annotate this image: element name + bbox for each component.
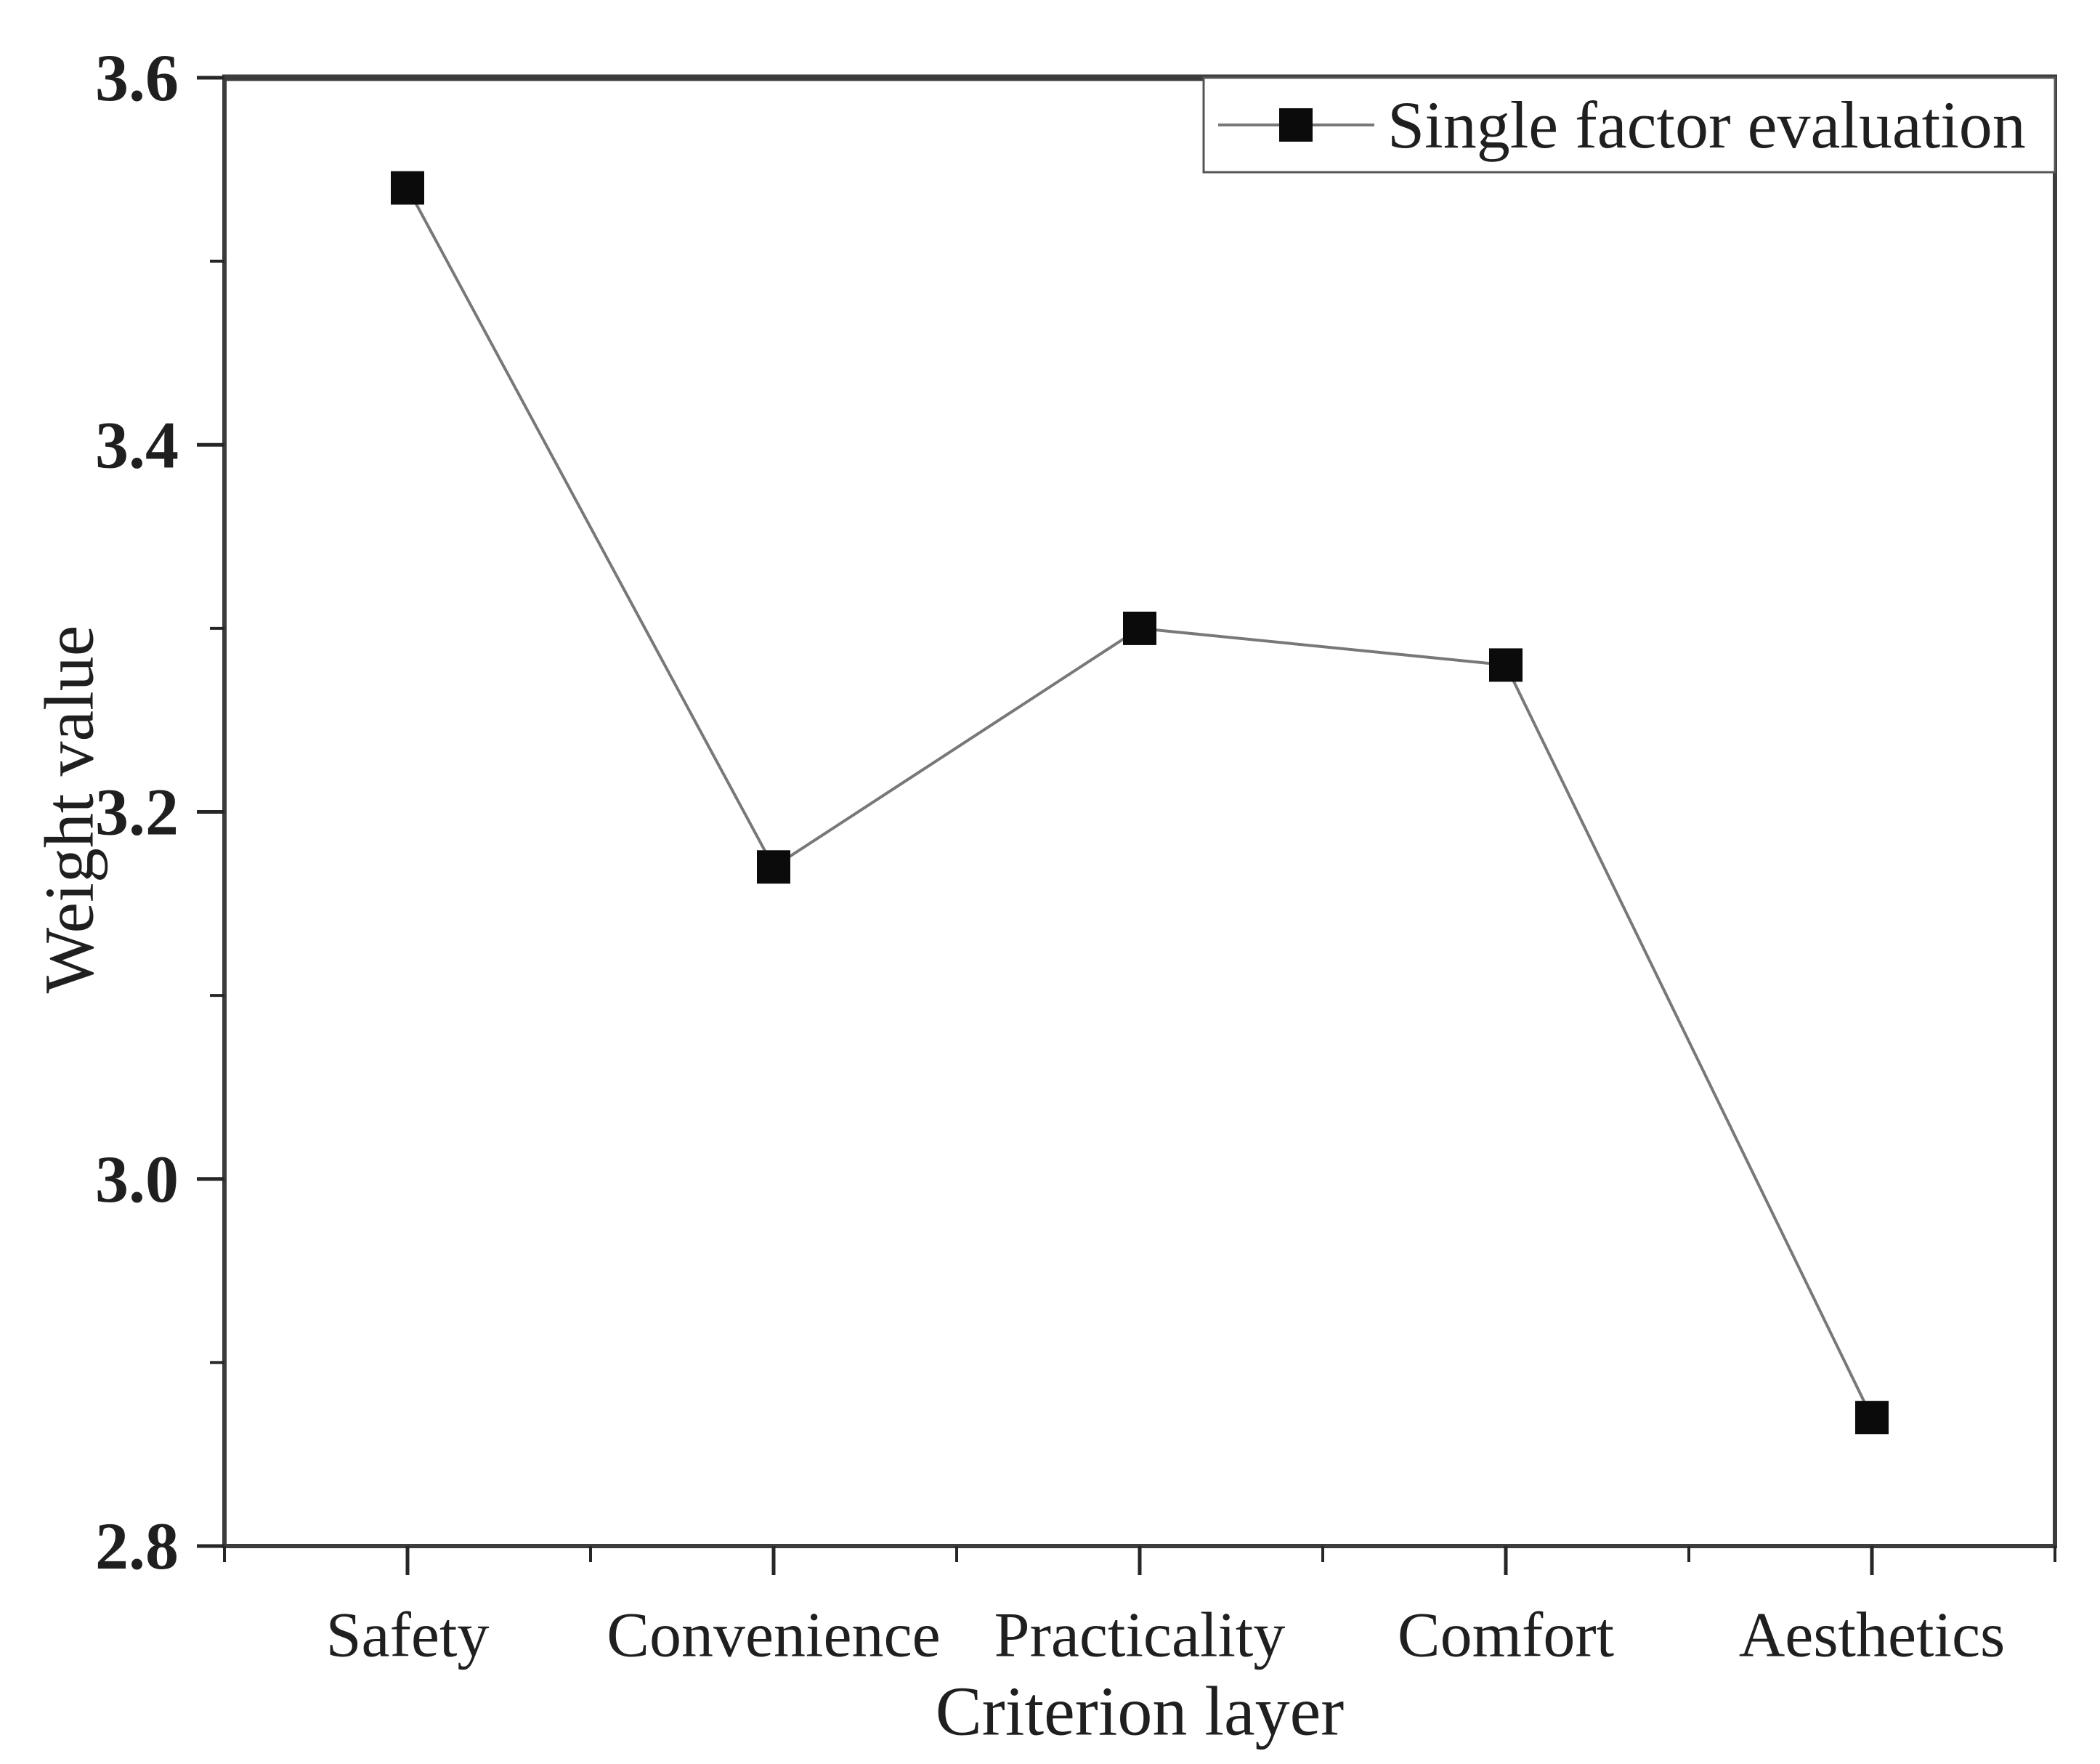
y-tick-labels: 2.8 3.0 3.2 3.4 3.6: [95, 41, 179, 1583]
legend-square-marker-icon: [1279, 108, 1313, 142]
plot-frame: [222, 74, 2057, 1548]
data-series: [391, 171, 1889, 1435]
data-point-safety: [391, 171, 424, 205]
data-point-aesthetics: [1855, 1401, 1889, 1435]
legend: Single factor evaluation: [1202, 76, 2056, 174]
x-category-label: Convenience: [607, 1601, 940, 1671]
x-category-label: Aesthetics: [1739, 1601, 2006, 1671]
y-tick-label: 3.0: [95, 1142, 179, 1216]
legend-entry-label: Single factor evaluation: [1387, 88, 2026, 162]
x-category-label: Practicality: [994, 1601, 1286, 1671]
axis-ticks: [197, 76, 2056, 1575]
data-point-practicality: [1123, 611, 1156, 645]
data-point-convenience: [757, 850, 790, 884]
y-tick-label: 2.8: [95, 1509, 179, 1583]
data-point-comfort: [1489, 648, 1523, 682]
y-tick-label: 3.2: [95, 775, 179, 849]
x-axis-title: Criterion layer: [936, 1672, 1344, 1750]
x-category-label: Comfort: [1398, 1601, 1614, 1671]
series-line: [406, 187, 1873, 1419]
y-axis-title: Weight value: [31, 626, 108, 994]
x-category-labels: Safety Convenience Practicality Comfort Aest…: [326, 1601, 2006, 1671]
y-tick-label: 3.4: [95, 408, 179, 482]
x-category-label: Safety: [326, 1601, 490, 1671]
y-tick-label: 3.6: [95, 41, 179, 115]
